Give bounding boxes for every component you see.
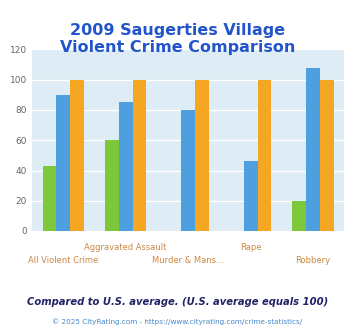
Bar bbox=[105, 140, 119, 231]
Bar bbox=[306, 68, 320, 231]
Bar bbox=[119, 102, 132, 231]
Bar bbox=[70, 80, 84, 231]
Text: Aggravated Assault: Aggravated Assault bbox=[84, 243, 167, 251]
Bar bbox=[257, 80, 271, 231]
Text: Compared to U.S. average. (U.S. average equals 100): Compared to U.S. average. (U.S. average … bbox=[27, 297, 328, 307]
Text: Rape: Rape bbox=[240, 243, 261, 251]
Bar bbox=[320, 80, 334, 231]
Bar bbox=[132, 80, 146, 231]
Bar bbox=[244, 161, 257, 231]
Bar bbox=[43, 166, 56, 231]
Text: © 2025 CityRating.com - https://www.cityrating.com/crime-statistics/: © 2025 CityRating.com - https://www.city… bbox=[53, 318, 302, 325]
Bar bbox=[293, 201, 306, 231]
Bar bbox=[181, 110, 195, 231]
Text: All Violent Crime: All Violent Crime bbox=[28, 256, 98, 265]
Bar bbox=[56, 95, 70, 231]
Text: 2009 Saugerties Village
Violent Crime Comparison: 2009 Saugerties Village Violent Crime Co… bbox=[60, 23, 295, 55]
Text: Robbery: Robbery bbox=[296, 256, 331, 265]
Text: Murder & Mans...: Murder & Mans... bbox=[152, 256, 224, 265]
Bar bbox=[195, 80, 209, 231]
